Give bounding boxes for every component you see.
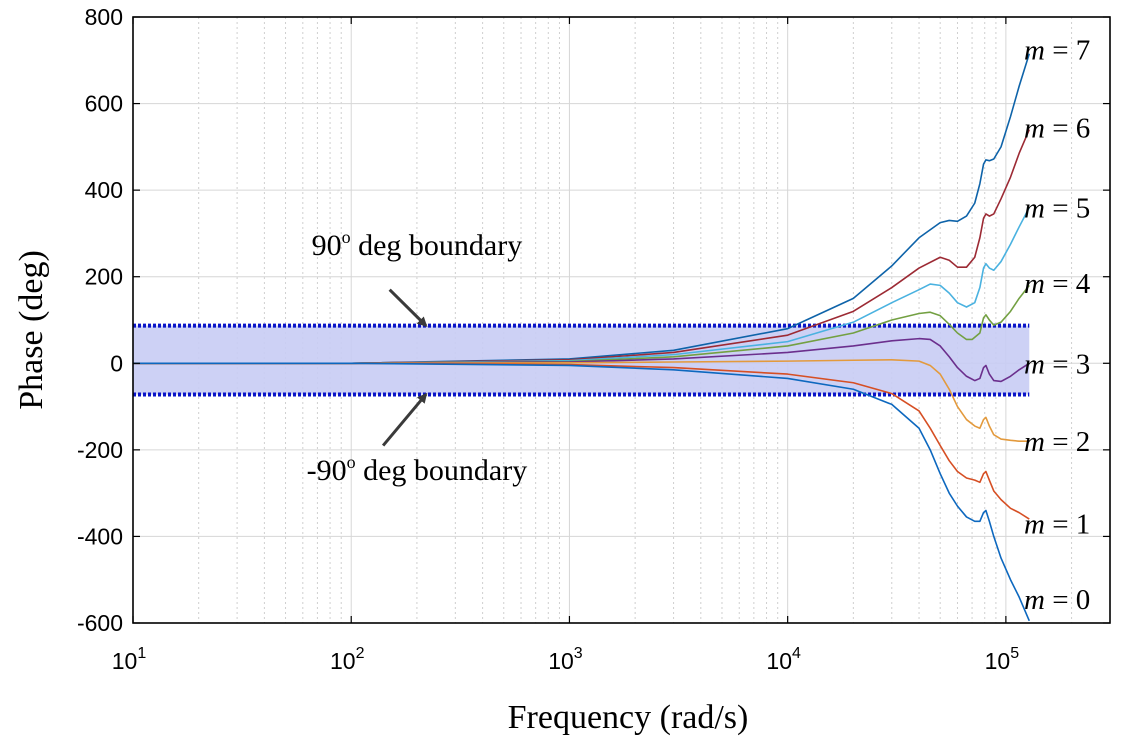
series-line-0 [133, 53, 1031, 365]
series-label-var: m [1024, 426, 1045, 458]
series-label-5: m = 2 [1024, 426, 1090, 458]
series-label-value: = 4 [1045, 268, 1091, 300]
series-lines [133, 53, 1031, 622]
annotation-suffix: deg boundary [351, 229, 523, 262]
plot-frame [132, 16, 1111, 624]
x-axis-label: Frequency (rad/s) [508, 699, 749, 736]
series-line-3 [133, 284, 1030, 365]
series-label-value: = 7 [1045, 34, 1090, 66]
series-line-2 [133, 207, 1030, 365]
x-tick-base: 10 [985, 648, 1011, 674]
y-tick-label: -600 [77, 610, 123, 636]
series-line-6 [133, 362, 1030, 520]
x-tick-label: 105 [985, 645, 1020, 674]
series-line-5 [133, 359, 1030, 442]
x-tick-base: 10 [548, 648, 574, 674]
x-tick-base: 10 [112, 648, 138, 674]
x-tick-base: 10 [766, 648, 792, 674]
y-tick-label: 600 [85, 91, 123, 117]
series-label-6: m = 1 [1024, 508, 1090, 540]
annotation-value: 90 [312, 229, 342, 262]
series-label-var: m [1024, 268, 1045, 300]
annotation-degree: o [342, 227, 351, 247]
x-tick-exponent: 2 [356, 645, 365, 662]
x-tick-label: 102 [330, 645, 365, 674]
series-labels: m = 7m = 6m = 5m = 4m = 3m = 2m = 1m = 0 [1024, 34, 1091, 616]
series-label-value: = 2 [1045, 426, 1090, 458]
annotation-suffix: deg boundary [356, 454, 528, 487]
series-label-2: m = 5 [1024, 192, 1090, 224]
series-line-7 [133, 362, 1031, 622]
x-tick-exponent: 4 [792, 645, 801, 662]
series-label-var: m [1024, 34, 1045, 66]
series-line-4 [133, 337, 1030, 383]
series-label-value: = 6 [1045, 112, 1090, 144]
x-tick-exponent: 3 [574, 645, 583, 662]
x-tick-label: 104 [766, 645, 801, 674]
series-label-var: m [1024, 192, 1045, 224]
x-tick-exponent: 5 [1010, 645, 1019, 662]
grid-lines [132, 16, 1111, 624]
x-tick-label: 103 [548, 645, 583, 674]
y-tick-label: 400 [85, 177, 123, 203]
annotation-text-lower: -90o deg boundary [307, 452, 528, 487]
x-tick-label: 101 [112, 645, 147, 674]
series-label-value: = 5 [1045, 192, 1090, 224]
series-label-7: m = 0 [1024, 584, 1090, 616]
series-label-var: m [1024, 348, 1045, 380]
series-label-var: m [1024, 584, 1045, 616]
y-tick-label: -200 [77, 437, 123, 463]
y-tick-label: 0 [110, 350, 123, 376]
series-label-3: m = 4 [1024, 268, 1091, 300]
series-label-4: m = 3 [1024, 348, 1090, 380]
y-tick-label: 800 [85, 4, 123, 30]
y-tick-label: -400 [77, 523, 123, 549]
annotation-value: -90 [307, 454, 347, 487]
annotation-text-upper: 90o deg boundary [312, 227, 523, 262]
x-tick-exponent: 1 [137, 645, 146, 662]
series-label-value: = 0 [1045, 584, 1090, 616]
x-tick-base: 10 [330, 648, 356, 674]
series-label-0: m = 7 [1024, 34, 1090, 66]
series-label-value: = 1 [1045, 508, 1090, 540]
annotation-degree: o [347, 452, 356, 472]
annotation-arrow-lower [381, 392, 428, 447]
series-label-var: m [1024, 508, 1045, 540]
series-label-var: m [1024, 112, 1045, 144]
series-line-1 [133, 129, 1031, 365]
annotations: 90o deg boundary-90o deg boundary [307, 227, 528, 487]
y-tick-label: 200 [85, 264, 123, 290]
annotation-arrow-upper [388, 288, 428, 328]
y-axis-label: Phase (deg) [13, 250, 50, 410]
series-label-value: = 3 [1045, 348, 1090, 380]
series-label-1: m = 6 [1024, 112, 1090, 144]
